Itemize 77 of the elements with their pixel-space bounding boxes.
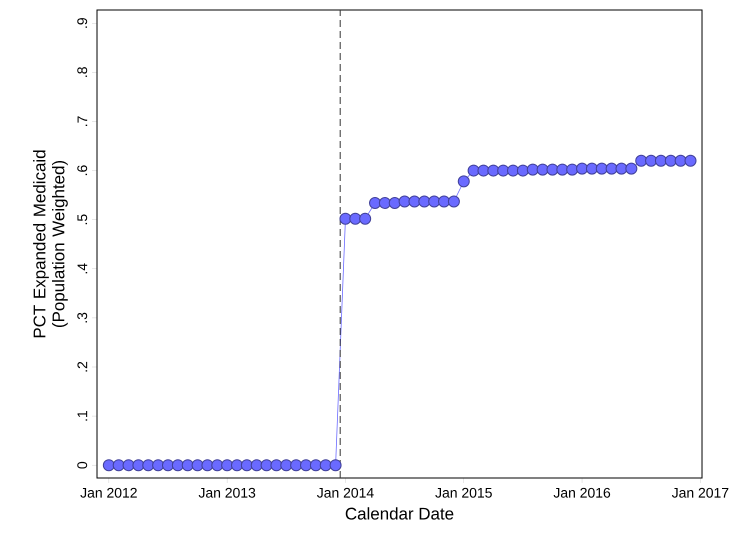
x-tick-label: Jan 2015: [435, 488, 492, 498]
point: [102, 459, 115, 472]
y-axis-title: PCT Expanded Medicaid (Population Weighted): [33, 150, 68, 338]
point: [428, 196, 440, 208]
point: [645, 154, 658, 167]
y-tick-label: .2: [77, 362, 88, 372]
point: [300, 459, 312, 472]
point: [132, 459, 144, 472]
point: [388, 196, 401, 209]
point: [674, 154, 687, 167]
point: [290, 459, 302, 472]
x-axis-title: Calendar Date: [346, 507, 454, 520]
point: [635, 154, 648, 167]
point: [576, 162, 588, 175]
point: [468, 164, 480, 177]
point: [448, 196, 460, 208]
point: [250, 459, 263, 472]
y-tick-label: .8: [77, 67, 88, 77]
point: [507, 164, 520, 177]
point: [398, 196, 411, 208]
y-tick-label: .7: [78, 116, 88, 126]
point: [240, 459, 253, 472]
point: [310, 459, 322, 472]
point: [596, 162, 608, 175]
point: [458, 175, 470, 188]
point: [606, 162, 618, 175]
point: [684, 154, 697, 167]
x-tick-label: Jan 2013: [198, 488, 256, 498]
point: [418, 196, 430, 208]
y-tick-label: .3: [77, 312, 88, 322]
point: [566, 164, 578, 176]
y-tick-label: .5: [77, 214, 88, 224]
x-tick-label: Jan 2012: [80, 488, 137, 498]
point: [616, 162, 628, 175]
point: [201, 459, 214, 472]
point: [152, 459, 164, 472]
point: [339, 212, 352, 225]
point: [182, 459, 194, 472]
point: [112, 459, 125, 472]
point: [320, 459, 332, 472]
point: [556, 164, 568, 176]
point: [625, 162, 638, 175]
point: [526, 164, 539, 176]
point: [192, 459, 204, 472]
x-tick-label: Jan 2017: [672, 488, 728, 498]
point: [536, 164, 549, 176]
point: [211, 459, 224, 472]
point: [330, 459, 342, 472]
point: [221, 459, 234, 472]
point: [231, 459, 243, 472]
point: [516, 164, 529, 177]
point: [438, 196, 450, 208]
x-tick-label: Jan 2016: [554, 488, 610, 498]
point: [142, 459, 154, 472]
point: [586, 162, 598, 175]
point: [280, 459, 292, 472]
y-tick-label: 0: [77, 462, 88, 469]
x-tick-label: Jan 2014: [316, 488, 374, 498]
point: [654, 154, 667, 167]
point: [349, 212, 362, 225]
y-tick-label: .1: [78, 410, 88, 421]
point: [172, 459, 184, 472]
point: [369, 196, 382, 209]
point: [359, 212, 372, 225]
point: [546, 164, 558, 176]
point: [487, 164, 500, 177]
point: [260, 459, 273, 472]
point: [497, 164, 510, 177]
point: [477, 164, 490, 177]
point: [408, 196, 420, 208]
y-tick-label: .9: [77, 18, 88, 28]
point: [270, 459, 282, 472]
y-tick-label: .4: [78, 263, 88, 274]
point: [122, 459, 135, 472]
point: [162, 459, 174, 472]
point: [378, 196, 391, 209]
y-tick-label: .6: [77, 165, 88, 176]
